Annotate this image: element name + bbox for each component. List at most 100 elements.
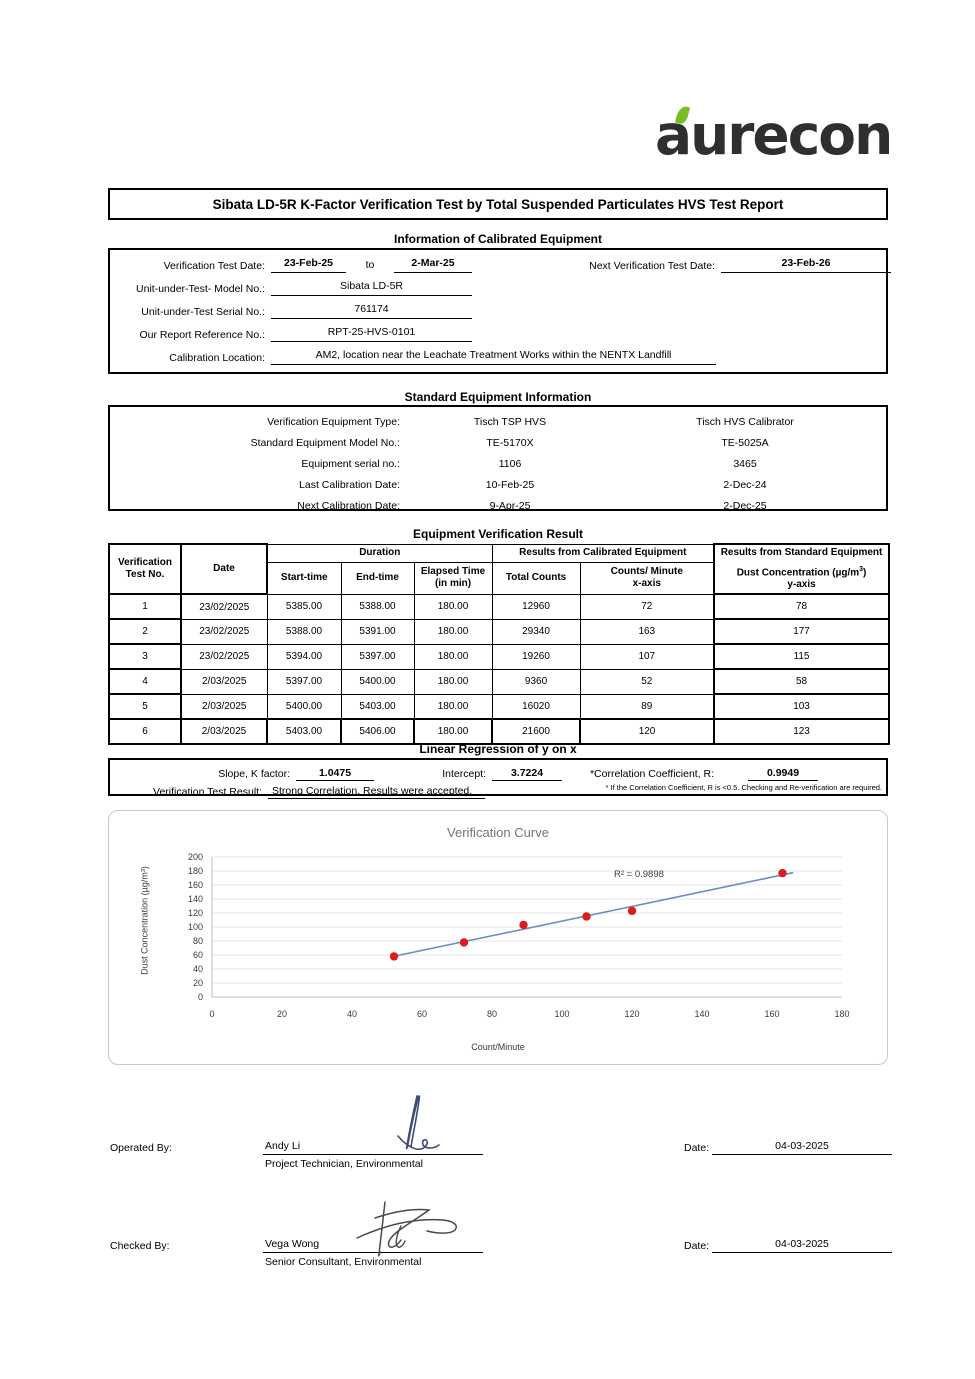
y-tick-label: 60	[192, 950, 203, 960]
standard-equipment-col1: 10-Feb-25	[485, 478, 535, 491]
x-tick-label: 60	[416, 1009, 427, 1019]
chart-data-point	[389, 952, 399, 961]
standard-equipment-row: Verification Equipment Type: Tisch TSP H…	[110, 411, 886, 432]
cell-test-no: 6	[108, 718, 182, 746]
x-tick-label: 140	[694, 1009, 710, 1019]
calibrated-equipment-panel: Verification Test Date: 23-Feb-25 to 2-M…	[108, 248, 891, 374]
standard-equipment-row-label: Standard Equipment Model No.:	[250, 436, 400, 449]
cell-date: 23/02/2025	[180, 618, 268, 645]
standard-equipment-row: Equipment serial no.: 1106 3465	[110, 453, 886, 474]
model-no-row: Unit-under-Test- Model No.: Sibata LD-5R	[110, 276, 472, 296]
slope-label: Slope, K factor:	[218, 768, 290, 780]
header-test-no: Verification Test No.	[108, 542, 182, 596]
checked-by-role: Senior Consultant, Environmental	[265, 1256, 422, 1268]
correlation-value: 0.9949	[748, 766, 818, 781]
x-tick-label: 80	[486, 1009, 497, 1019]
standard-equipment-col2: 2-Dec-24	[723, 478, 767, 491]
cell-dust-concentration: 78	[713, 593, 891, 621]
cell-date: 2/03/2025	[180, 668, 268, 695]
header-end-time: End-time	[340, 562, 415, 595]
cell-counts-per-minute: 120	[579, 718, 716, 746]
cell-total-counts: 21600	[491, 718, 582, 746]
cell-dust-concentration: 58	[713, 668, 891, 696]
cell-end-time: 5388.00	[340, 593, 415, 620]
verification-result-table: Verification Test No. Date Duration Resu…	[108, 542, 891, 746]
cell-test-no: 2	[108, 618, 182, 646]
cell-counts-per-minute: 89	[579, 693, 715, 720]
checked-by-date-label: Date:	[684, 1240, 710, 1252]
standard-equipment-col2: 3465	[733, 457, 757, 470]
page-title: Sibata LD-5R K-Factor Verification Test …	[212, 196, 784, 212]
intercept-value: 3.7224	[492, 766, 562, 781]
x-tick-label: 20	[276, 1009, 287, 1019]
standard-equipment-col2: TE-5025A	[721, 436, 769, 449]
chart-r-squared-annotation: R² = 0.9898	[614, 869, 664, 880]
cell-start-time: 5388.00	[266, 618, 342, 645]
calibrated-equipment-caption: Information of Calibrated Equipment	[393, 232, 602, 246]
cell-dust-concentration: 123	[713, 718, 891, 746]
cell-elapsed: 180.00	[413, 618, 493, 645]
header-results-calibrated: Results from Calibrated Equipment	[491, 543, 715, 564]
cell-date: 23/02/2025	[180, 593, 268, 620]
chart-x-axis-label: Count/Minute	[471, 1042, 525, 1052]
chart-title: Verification Curve	[447, 825, 549, 840]
date-range-to-label: to	[365, 259, 375, 271]
next-verification-test-date-value: 23-Feb-26	[721, 256, 891, 273]
cell-end-time: 5406.00	[340, 718, 415, 746]
x-tick-label: 40	[346, 1009, 357, 1019]
header-total-counts: Total Counts	[491, 562, 581, 595]
regression-footnote: * If the Correlation Coefficient, R is <…	[605, 783, 882, 792]
x-tick-label: 160	[764, 1009, 780, 1019]
report-title-box: Sibata LD-5R K-Factor Verification Test …	[108, 188, 888, 220]
standard-equipment-col1: Tisch TSP HVS	[473, 415, 547, 428]
calibration-location-value: AM2, location near the Leachate Treatmen…	[271, 348, 716, 365]
y-tick-label: 80	[192, 936, 203, 946]
cell-start-time: 5397.00	[266, 668, 342, 695]
cell-counts-per-minute: 107	[579, 643, 715, 670]
header-results-standard: Results from Standard Equipment Dust Con…	[713, 542, 891, 596]
table-row: 6 2/03/2025 5403.00 5406.00 180.00 21600…	[108, 718, 891, 746]
cell-date: 23/02/2025	[180, 643, 268, 670]
table-row: 3 23/02/2025 5394.00 5397.00 180.00 1926…	[108, 643, 891, 671]
checked-by-date-value: 04-03-2025	[712, 1238, 892, 1253]
cell-dust-concentration: 177	[713, 618, 891, 646]
verification-test-date-from: 23-Feb-25	[271, 256, 346, 273]
chart-data-point	[582, 912, 591, 921]
cell-dust-concentration: 103	[713, 693, 891, 721]
report-reference-row: Our Report Reference No.: RPT-25-HVS-010…	[110, 322, 472, 342]
calibration-location-label: Calibration Location:	[169, 352, 265, 364]
cell-end-time: 5400.00	[340, 668, 415, 695]
standard-equipment-panel: Verification Equipment Type: Tisch TSP H…	[108, 405, 888, 512]
y-tick-label: 140	[187, 894, 203, 904]
standard-equipment-row: Standard Equipment Model No.: TE-5170X T…	[110, 432, 886, 453]
standard-equipment-row-label: Next Calibration Date:	[297, 499, 400, 512]
verification-test-date-to: 2-Mar-25	[394, 256, 472, 273]
next-verification-test-date-row: Next Verification Test Date: 23-Feb-26	[520, 253, 891, 273]
standard-equipment-row-label: Last Calibration Date:	[299, 478, 400, 491]
y-tick-label: 160	[187, 880, 203, 890]
cell-start-time: 5394.00	[266, 643, 342, 670]
chart-data-point	[459, 938, 469, 947]
y-tick-label: 100	[187, 922, 203, 932]
next-verification-test-date-label: Next Verification Test Date:	[589, 260, 715, 272]
cell-elapsed: 180.00	[412, 718, 494, 746]
chart-data-point	[778, 868, 787, 878]
calibration-location-row: Calibration Location: AM2, location near…	[110, 345, 716, 365]
operated-by-name: Andy Li	[263, 1140, 483, 1155]
checked-by-label: Checked By:	[110, 1240, 170, 1252]
cell-dust-concentration: 115	[713, 643, 891, 671]
cell-total-counts: 12960	[491, 593, 581, 620]
header-counts-per-minute: Counts/ Minute x-axis	[579, 562, 715, 595]
slope-row: Slope, K factor: 1.0475 Intercept: 3.722…	[110, 763, 818, 781]
y-tick-label: 0	[197, 992, 203, 1002]
cell-total-counts: 16020	[491, 693, 581, 720]
model-no-value: Sibata LD-5R	[271, 279, 472, 296]
slope-value: 1.0475	[296, 766, 374, 781]
cell-counts-per-minute: 52	[579, 668, 715, 695]
cell-counts-per-minute: 72	[579, 593, 715, 620]
report-reference-value: RPT-25-HVS-0101	[271, 325, 472, 342]
header-elapsed-time: Elapsed Time (in min)	[413, 562, 493, 595]
standard-equipment-row: Last Calibration Date: 10-Feb-25 2-Dec-2…	[110, 474, 886, 495]
cell-total-counts: 29340	[491, 618, 581, 645]
header-duration: Duration	[266, 543, 493, 564]
